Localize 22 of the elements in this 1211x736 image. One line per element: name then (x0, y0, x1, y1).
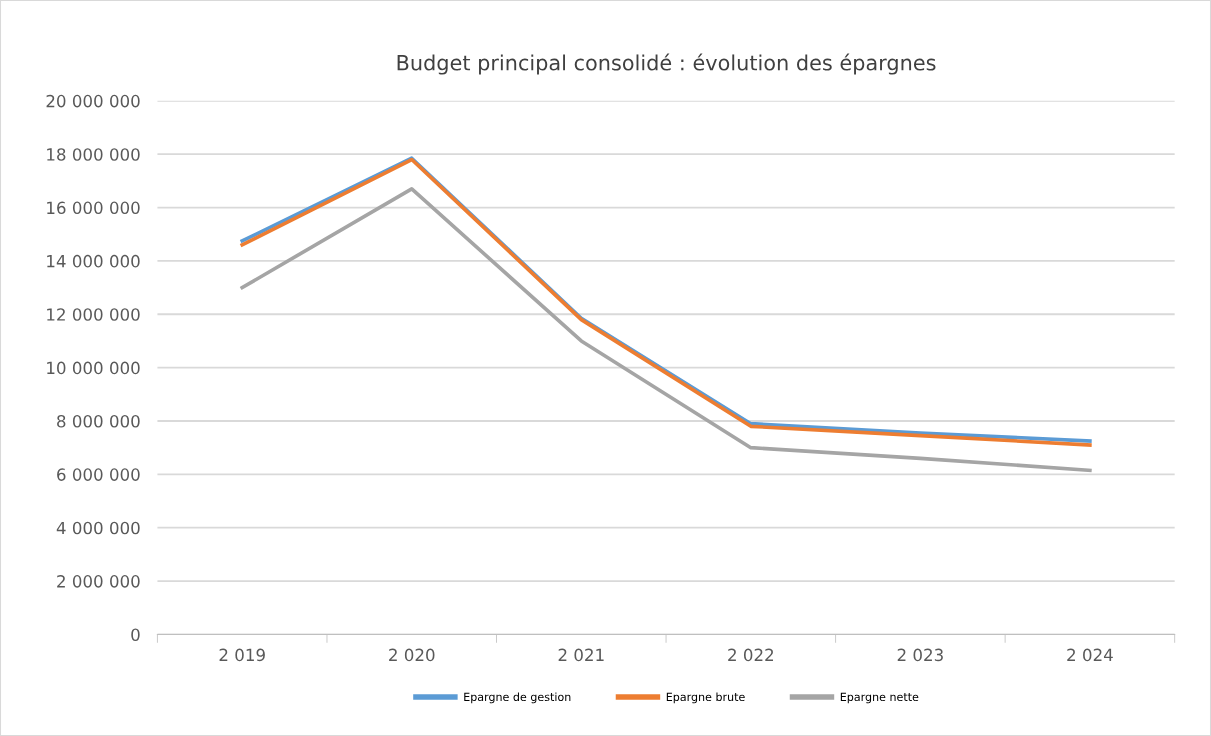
y-tick-label: 16 000 000 (47, 201, 140, 215)
y-tick-label: 8 000 000 (57, 414, 140, 428)
y-tick-label: 18 000 000 (47, 148, 140, 161)
line-series (240, 187, 1092, 473)
legend-label: Epargne nette (840, 692, 919, 704)
y-tick-label: 20 000 000 (46, 94, 140, 108)
chart-title: Budget principal consolidé : évolution des épargnes (397, 53, 936, 75)
y-tick-label: 12 000 000 (47, 308, 140, 321)
y-tick-label: 14 000 000 (47, 254, 140, 268)
x-tick-label: 2 024 (1067, 648, 1113, 662)
y-tick-label: 0 (131, 628, 140, 641)
legend-label: Epargne brute (666, 692, 745, 704)
x-tick-label: 2 023 (897, 648, 943, 662)
x-tick-label: 2 019 (219, 648, 265, 662)
y-tick-label: 2 000 000 (57, 575, 140, 588)
y-tick-label: 4 000 000 (56, 521, 140, 535)
y-tick-label: 6 000 000 (57, 468, 140, 481)
y-tick-label: 10 000 000 (47, 361, 140, 375)
x-tick-label: 2 022 (728, 648, 774, 662)
x-tick-label: 2 021 (558, 648, 604, 662)
legend-label: Epargne de gestion (464, 692, 571, 704)
x-tick-label: 2 020 (389, 648, 435, 662)
